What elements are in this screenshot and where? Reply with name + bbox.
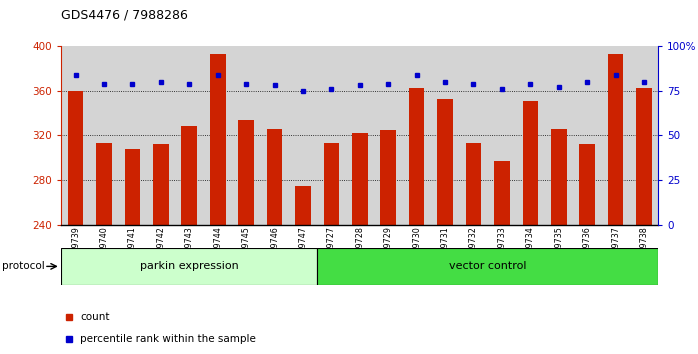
- Bar: [210, 54, 225, 225]
- Bar: [459, 46, 488, 225]
- Bar: [181, 126, 197, 225]
- Bar: [431, 46, 459, 225]
- Bar: [90, 46, 118, 225]
- Text: vector control: vector control: [449, 261, 526, 272]
- Text: protocol: protocol: [2, 261, 45, 272]
- Bar: [68, 91, 84, 225]
- Bar: [630, 46, 658, 225]
- Text: percentile rank within the sample: percentile rank within the sample: [80, 334, 256, 344]
- Bar: [488, 46, 516, 225]
- Bar: [636, 88, 652, 225]
- Bar: [523, 101, 538, 225]
- Bar: [61, 46, 90, 225]
- Bar: [267, 129, 283, 225]
- Bar: [544, 46, 573, 225]
- Bar: [175, 46, 204, 225]
- Bar: [352, 133, 368, 225]
- Bar: [204, 46, 232, 225]
- Bar: [516, 46, 544, 225]
- Bar: [238, 120, 254, 225]
- Bar: [579, 144, 595, 225]
- FancyBboxPatch shape: [61, 248, 317, 285]
- Bar: [118, 46, 147, 225]
- Bar: [437, 98, 453, 225]
- Bar: [232, 46, 260, 225]
- Bar: [380, 130, 396, 225]
- Bar: [260, 46, 289, 225]
- Bar: [409, 88, 424, 225]
- Bar: [96, 143, 112, 225]
- Bar: [403, 46, 431, 225]
- Bar: [573, 46, 602, 225]
- Bar: [153, 144, 169, 225]
- Bar: [494, 161, 510, 225]
- Bar: [602, 46, 630, 225]
- Bar: [125, 149, 140, 225]
- Bar: [295, 186, 311, 225]
- Text: GDS4476 / 7988286: GDS4476 / 7988286: [61, 9, 188, 22]
- Text: parkin expression: parkin expression: [140, 261, 239, 272]
- Bar: [324, 143, 339, 225]
- Bar: [608, 54, 623, 225]
- Bar: [551, 129, 567, 225]
- Bar: [374, 46, 403, 225]
- FancyBboxPatch shape: [317, 248, 658, 285]
- Bar: [466, 143, 482, 225]
- Text: count: count: [80, 312, 110, 322]
- Bar: [147, 46, 175, 225]
- Bar: [346, 46, 374, 225]
- Bar: [289, 46, 317, 225]
- Bar: [317, 46, 346, 225]
